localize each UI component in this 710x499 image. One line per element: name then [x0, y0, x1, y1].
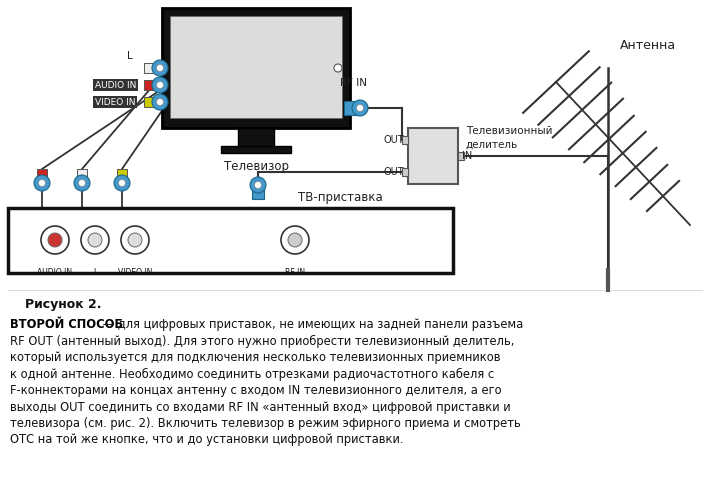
Circle shape [74, 175, 90, 191]
Bar [77, 169, 87, 182]
Bar [458, 152, 464, 160]
Bar [402, 136, 408, 144]
Text: к одной антенне. Необходимо соединить отрезками радиочастотного кабеля с: к одной антенне. Необходимо соединить от… [10, 367, 494, 381]
Bar [170, 16, 342, 118]
Bar [162, 8, 350, 128]
Circle shape [114, 175, 130, 191]
Bar [344, 101, 357, 115]
Text: OUT: OUT [383, 135, 404, 145]
Text: OUT: OUT [383, 167, 404, 177]
Circle shape [81, 226, 109, 254]
Circle shape [152, 60, 168, 76]
Circle shape [156, 64, 163, 71]
Text: VIDEO IN: VIDEO IN [95, 97, 136, 106]
Text: AUDIO IN: AUDIO IN [38, 268, 72, 277]
Bar [144, 80, 157, 90]
Text: L: L [93, 268, 97, 277]
Circle shape [88, 233, 102, 247]
Text: ВТОРОЙ СПОСОБ: ВТОРОЙ СПОСОБ [10, 318, 123, 331]
Text: RF IN: RF IN [341, 78, 368, 88]
Bar [402, 168, 408, 176]
Text: Рисунок 2.: Рисунок 2. [25, 298, 102, 311]
Circle shape [128, 233, 142, 247]
Text: — для цифровых приставок, не имеющих на задней панели разъема: — для цифровых приставок, не имеющих на … [99, 318, 523, 331]
Text: ОТС на той же кнопке, что и до установки цифровой приставки.: ОТС на той же кнопке, что и до установки… [10, 434, 403, 447]
Bar [37, 169, 47, 182]
Text: AUDIO IN: AUDIO IN [95, 80, 136, 89]
Bar [408, 128, 458, 184]
Circle shape [288, 233, 302, 247]
Circle shape [334, 64, 342, 72]
Circle shape [352, 100, 368, 116]
Text: F-коннекторами на концах антенну с входом IN телевизионного делителя, а его: F-коннекторами на концах антенну с входо… [10, 384, 502, 397]
Bar [238, 128, 274, 146]
Circle shape [356, 104, 364, 111]
Text: который используется для подключения несколько телевизионных приемников: который используется для подключения нес… [10, 351, 501, 364]
Text: IN: IN [462, 151, 472, 161]
Circle shape [34, 175, 50, 191]
Text: Телевизионный
делитель: Телевизионный делитель [466, 126, 552, 149]
Circle shape [152, 94, 168, 110]
Circle shape [156, 98, 163, 105]
Text: RF OUT (антенный выход). Для этого нужно приобрести телевизионный делитель,: RF OUT (антенный выход). Для этого нужно… [10, 334, 514, 348]
Text: ТВ-приставка: ТВ-приставка [298, 192, 383, 205]
Text: выходы OUT соединить со входами RF IN «антенный вход» цифровой приставки и: выходы OUT соединить со входами RF IN «а… [10, 401, 510, 414]
Bar [144, 97, 157, 107]
Text: RF IN: RF IN [285, 268, 305, 277]
Bar [252, 187, 264, 199]
Circle shape [121, 226, 149, 254]
Circle shape [254, 182, 261, 189]
Bar [8, 208, 453, 273]
Circle shape [79, 180, 85, 187]
Bar [221, 146, 291, 153]
Circle shape [41, 226, 69, 254]
Text: Антенна: Антенна [620, 39, 676, 52]
Text: телевизора (см. рис. 2). Включить телевизор в режим эфирного приема и смотреть: телевизора (см. рис. 2). Включить телеви… [10, 417, 520, 430]
Bar [144, 63, 157, 73]
Circle shape [152, 77, 168, 93]
Text: Телевизор: Телевизор [224, 160, 288, 173]
Circle shape [156, 81, 163, 88]
Text: VIDEO IN: VIDEO IN [118, 268, 152, 277]
Bar [117, 169, 127, 182]
Circle shape [119, 180, 126, 187]
Circle shape [38, 180, 45, 187]
Circle shape [48, 233, 62, 247]
Text: L: L [127, 51, 133, 61]
Circle shape [281, 226, 309, 254]
Circle shape [250, 177, 266, 193]
